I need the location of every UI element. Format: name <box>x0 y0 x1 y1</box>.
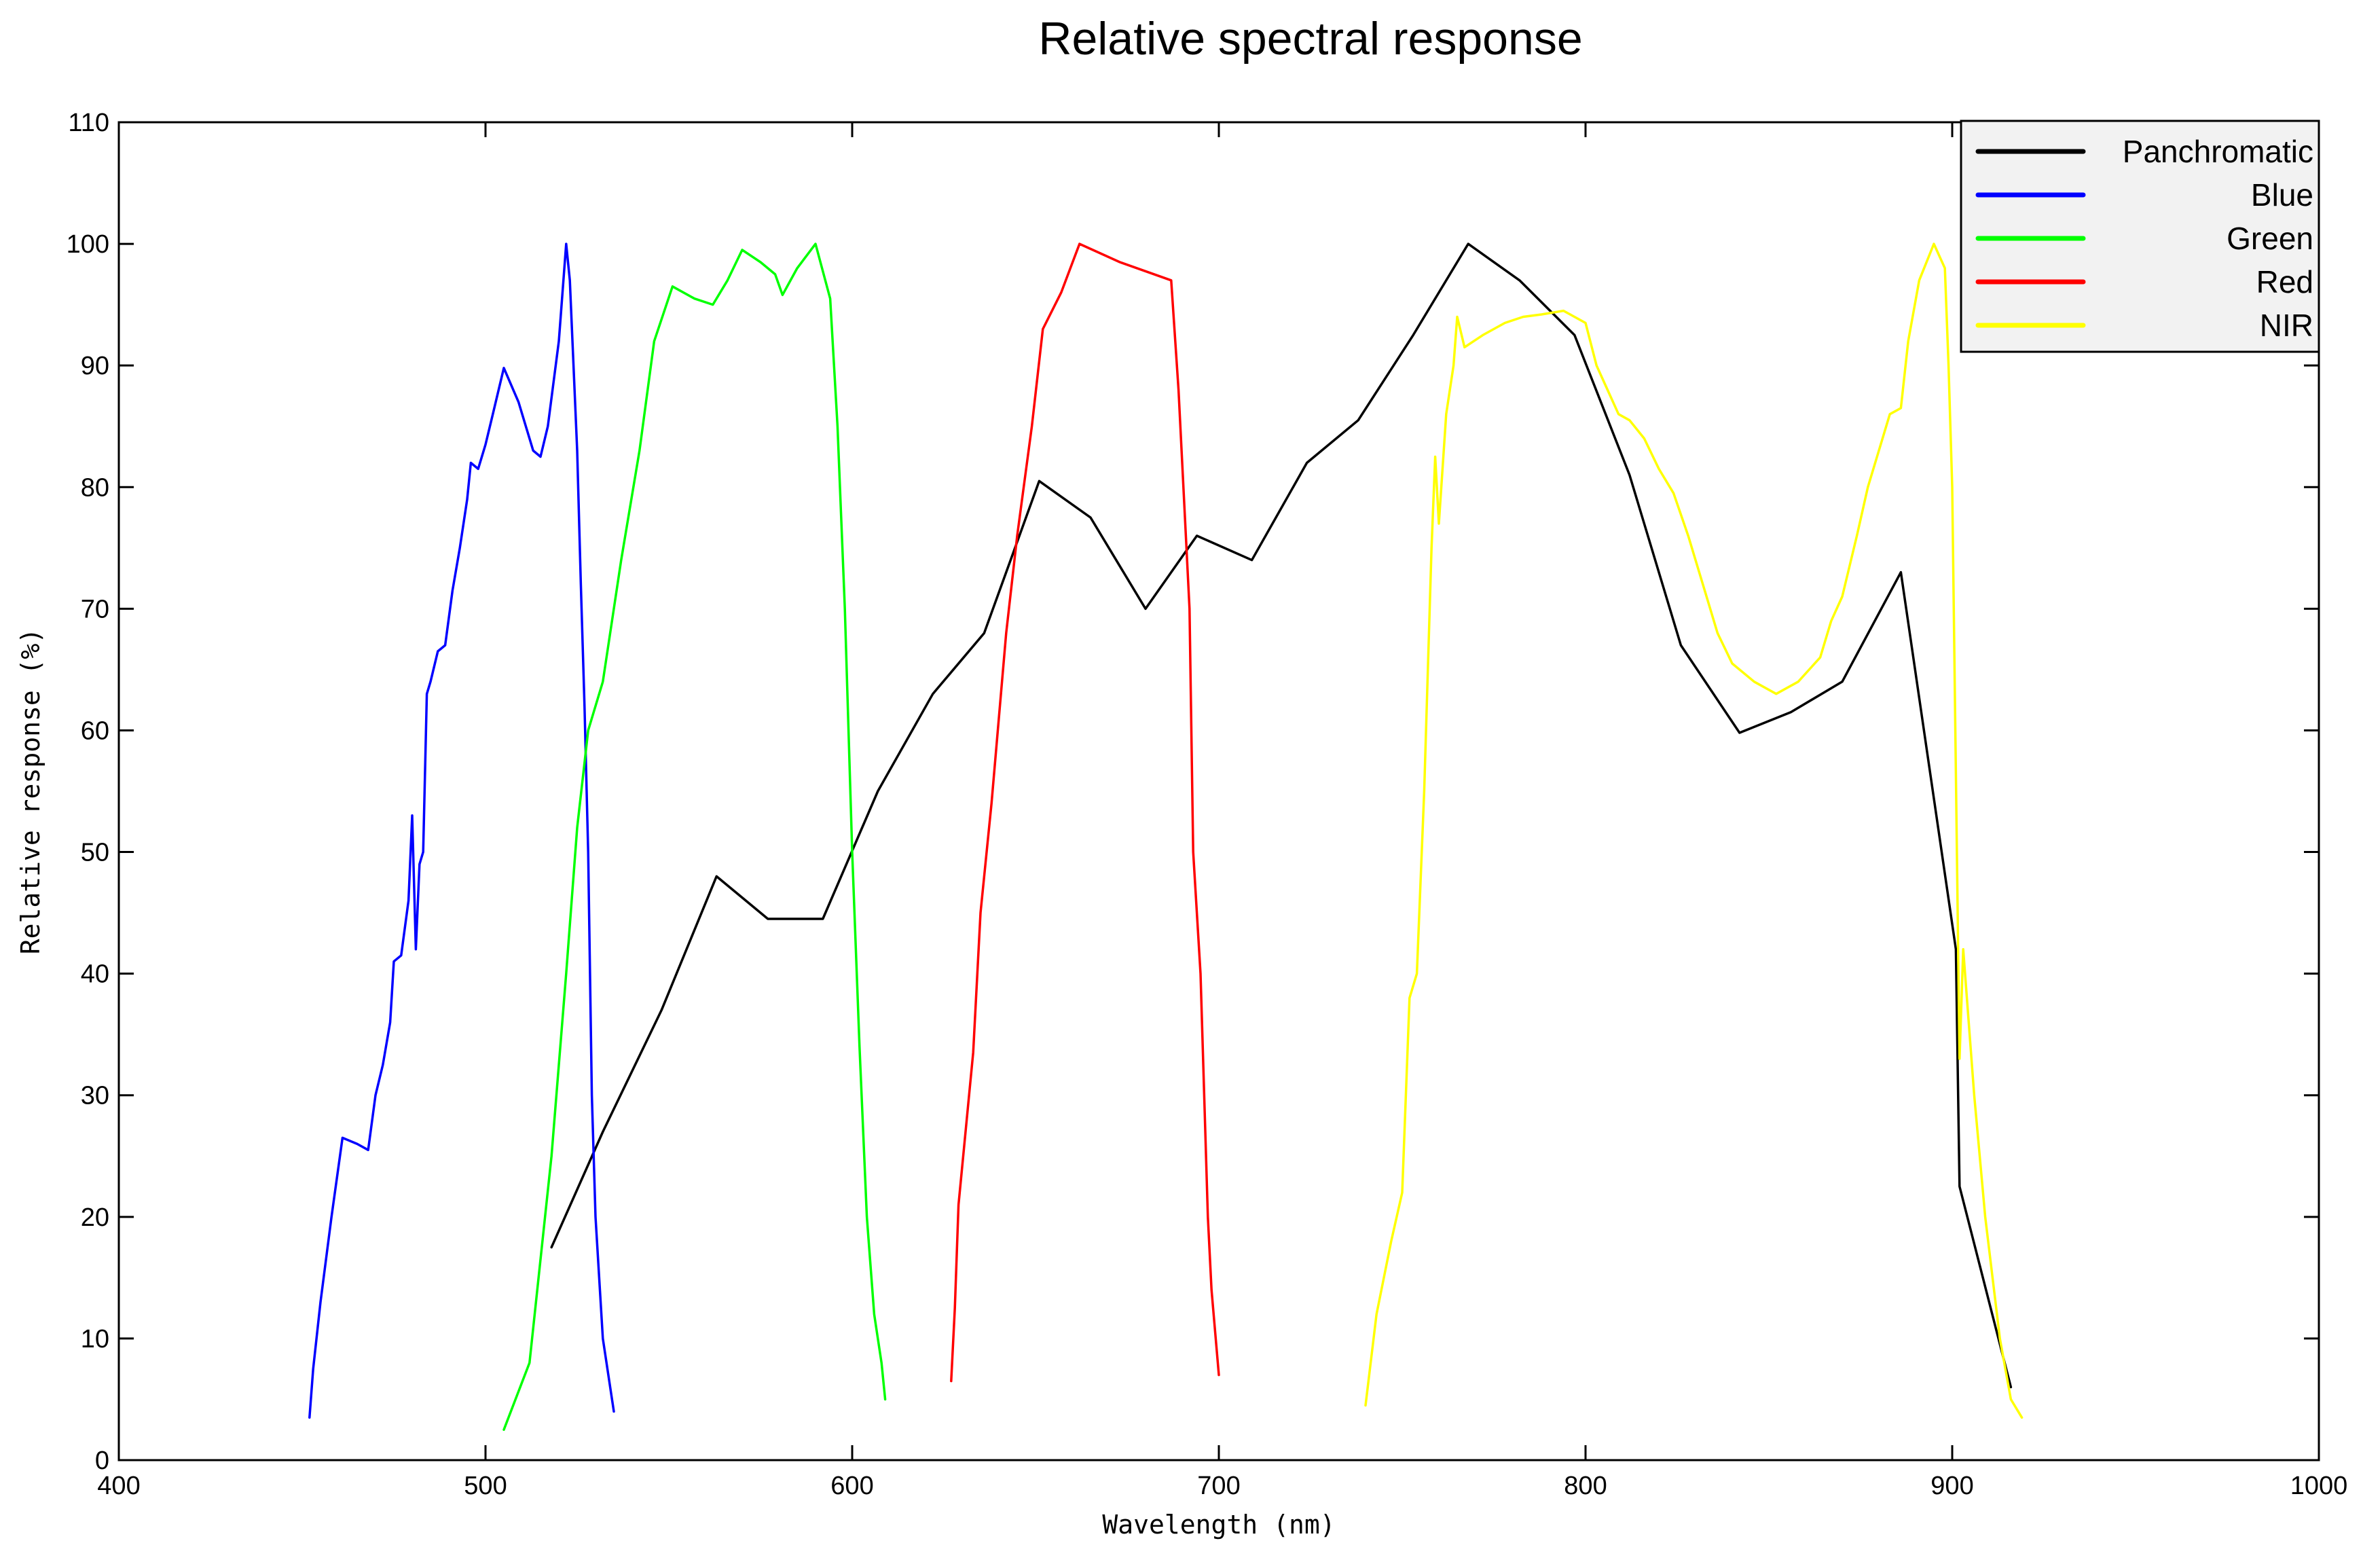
y-tick-label: 50 <box>81 839 109 867</box>
x-tick-label: 500 <box>464 1472 507 1500</box>
y-tick-label: 60 <box>81 716 109 745</box>
series-line-blue <box>308 242 615 1419</box>
x-tick-label: 700 <box>1197 1472 1240 1500</box>
legend-label-nir: NIR <box>2260 308 2313 343</box>
legend-label-green: Green <box>2227 221 2313 256</box>
y-axis: 0 10 20 30 40 50 60 70 80 90 100 110 <box>67 109 2319 1475</box>
y-tick-label: 100 <box>67 230 109 259</box>
x-tick-label: 800 <box>1564 1472 1607 1500</box>
x-tick-label: 1000 <box>2290 1472 2348 1500</box>
legend-label-blue: Blue <box>2251 177 2313 213</box>
y-tick-label: 90 <box>81 352 109 380</box>
chart-title: Relative spectral response <box>1038 13 1582 65</box>
legend: Panchromatic Blue Green Red NIR <box>1960 120 2320 353</box>
x-tick-label: 400 <box>97 1472 140 1500</box>
y-tick-label: 70 <box>81 595 109 623</box>
legend-label-red: Red <box>2256 264 2313 299</box>
y-tick-label: 30 <box>81 1082 109 1110</box>
series-line-nir <box>1364 242 2024 1419</box>
legend-label-panchromatic: Panchromatic <box>2123 134 2313 169</box>
y-tick-label: 20 <box>81 1203 109 1232</box>
series-line-green <box>502 242 887 1431</box>
series-line-red <box>950 242 1220 1383</box>
y-tick-label: 10 <box>81 1325 109 1354</box>
plot-series-group <box>308 242 2024 1431</box>
y-tick-label: 40 <box>81 960 109 989</box>
series-line-panchromatic <box>550 242 2013 1389</box>
x-tick-label: 900 <box>1930 1472 1973 1500</box>
x-axis-label: Wavelength (nm) <box>1102 1510 1335 1540</box>
x-tick-label: 600 <box>830 1472 873 1500</box>
x-axis: 400 500 600 700 800 900 1000 <box>97 122 2347 1500</box>
y-tick-label: 80 <box>81 473 109 502</box>
y-tick-label: 110 <box>68 109 109 137</box>
y-axis-label: Relative response (%) <box>16 628 45 954</box>
y-tick-label: 0 <box>95 1447 109 1475</box>
